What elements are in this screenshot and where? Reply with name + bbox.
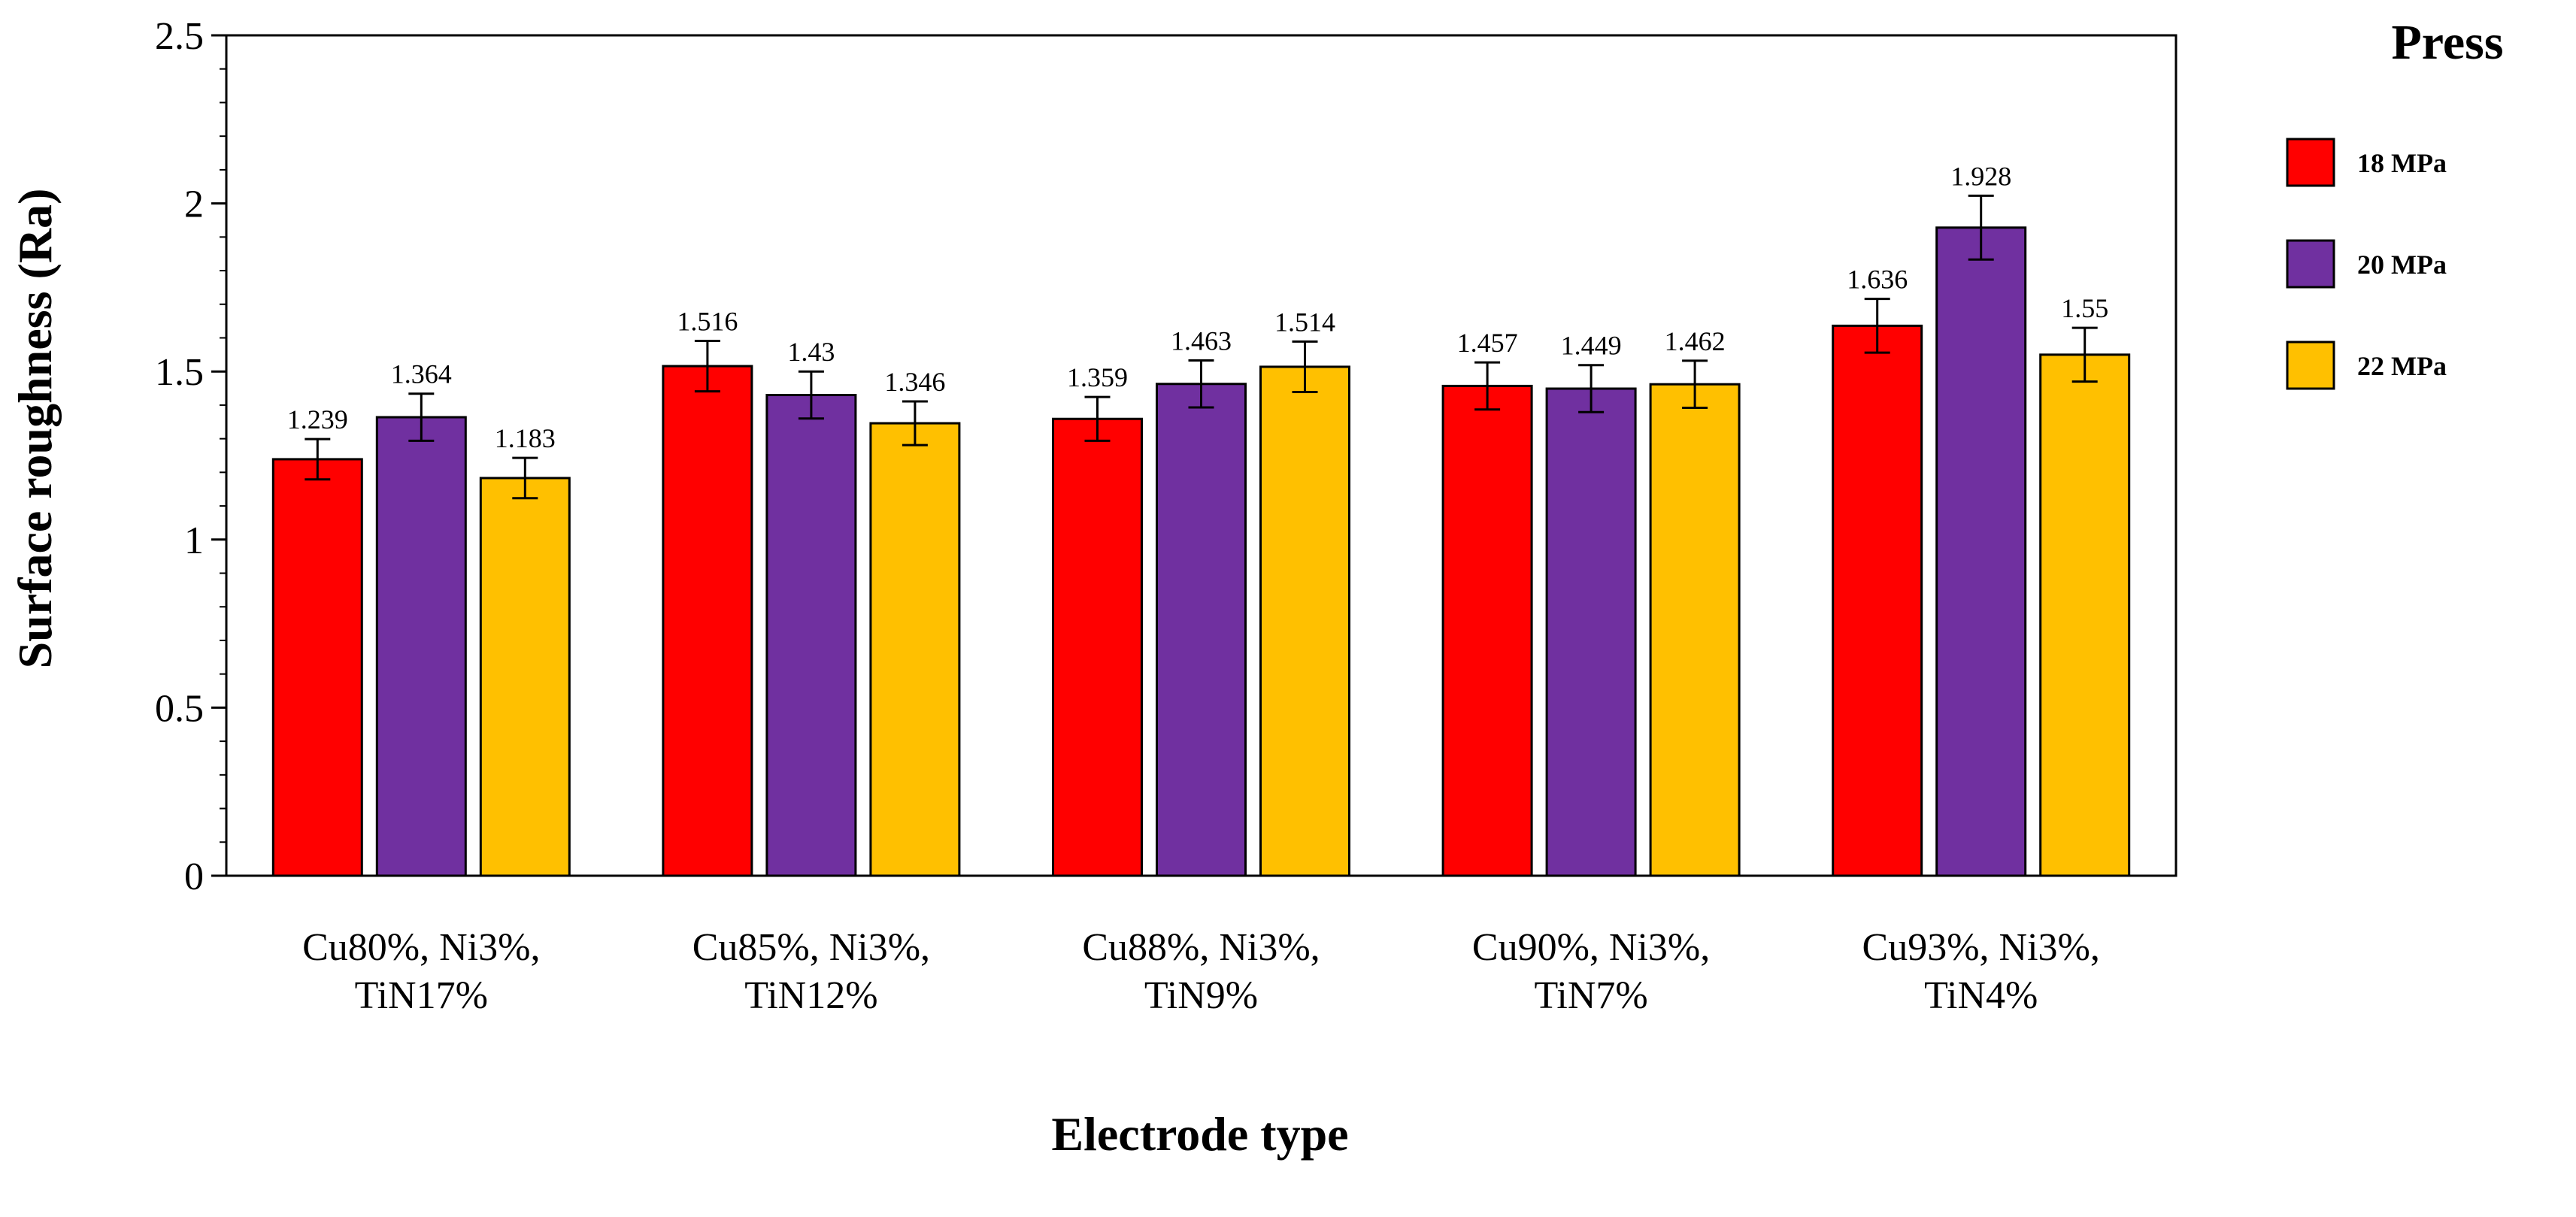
bar — [1935, 226, 2027, 877]
data-label: 1.359 — [1067, 362, 1128, 392]
legend: 18 MPa 20 MPa 22 MPa — [2286, 138, 2447, 390]
y-axis: 0 0.5 1 1.5 2 2.5 — [155, 15, 226, 898]
data-label: 1.462 — [1665, 326, 1726, 356]
x-category-label: Cu90%, Ni3%, — [1472, 926, 1710, 969]
legend-label: 20 MPa — [2357, 250, 2447, 280]
data-label: 1.183 — [495, 423, 556, 453]
legend-swatch — [2286, 239, 2335, 289]
bar — [375, 416, 467, 877]
y-tick-label: 1.5 — [155, 351, 204, 394]
x-category-label: TiN17% — [355, 974, 488, 1017]
bar — [1052, 417, 1143, 877]
bar — [2039, 353, 2131, 877]
data-label: 1.636 — [1847, 265, 1908, 295]
legend-label: 22 MPa — [2357, 351, 2447, 381]
bar — [1832, 324, 1923, 877]
data-label: 1.516 — [677, 307, 738, 337]
x-category-label: TiN9% — [1144, 974, 1258, 1017]
data-label: 1.449 — [1561, 331, 1622, 361]
bars: 1.239 1.516 1.359 1.457 1.636 1.364 1.43 1.463 1… — [271, 161, 2131, 877]
bar — [1441, 384, 1533, 877]
y-tick-label: 2.5 — [155, 15, 204, 58]
legend-swatch — [2286, 341, 2335, 390]
x-category-label: Cu93%, Ni3%, — [1862, 926, 2100, 969]
bar — [1545, 387, 1637, 877]
y-tick-label: 1 — [184, 519, 204, 562]
bar — [765, 394, 857, 877]
bar — [869, 422, 961, 877]
y-tick-label: 0.5 — [155, 687, 204, 730]
x-axis-title: Electrode type — [1051, 1107, 1348, 1161]
data-label: 1.514 — [1274, 307, 1335, 337]
x-category-label: TiN12% — [744, 974, 877, 1017]
data-label: 1.457 — [1457, 328, 1518, 358]
y-tick-label: 0 — [184, 855, 204, 898]
bar — [271, 458, 363, 877]
legend-label: 18 MPa — [2357, 148, 2447, 178]
data-label: 1.43 — [787, 337, 835, 367]
data-label: 1.364 — [391, 359, 452, 389]
bar — [662, 365, 753, 877]
data-label: 1.55 — [2061, 293, 2108, 323]
x-category-label: Cu85%, Ni3%, — [692, 926, 930, 969]
bar — [479, 477, 571, 877]
bar — [1649, 383, 1741, 877]
legend-swatch — [2286, 138, 2335, 187]
data-label: 1.346 — [884, 367, 945, 397]
legend-title: Press — [2391, 15, 2503, 70]
data-label: 1.928 — [1950, 161, 2011, 191]
data-label: 1.463 — [1171, 325, 1232, 356]
x-axis: Cu80%, Ni3%, TiN17% Cu85%, Ni3%, TiN12% Cu88… — [302, 926, 2100, 1017]
bar — [1156, 383, 1247, 877]
x-category-label: Cu80%, Ni3%, — [302, 926, 540, 969]
bar — [1259, 365, 1350, 877]
x-category-label: Cu88%, Ni3%, — [1082, 926, 1320, 969]
y-axis-title: Surface roughness (Ra) — [8, 189, 62, 669]
y-tick-label: 2 — [184, 183, 204, 226]
data-label: 1.239 — [287, 404, 348, 434]
x-category-label: TiN7% — [1534, 974, 1647, 1017]
x-category-label: TiN4% — [1924, 974, 2038, 1017]
